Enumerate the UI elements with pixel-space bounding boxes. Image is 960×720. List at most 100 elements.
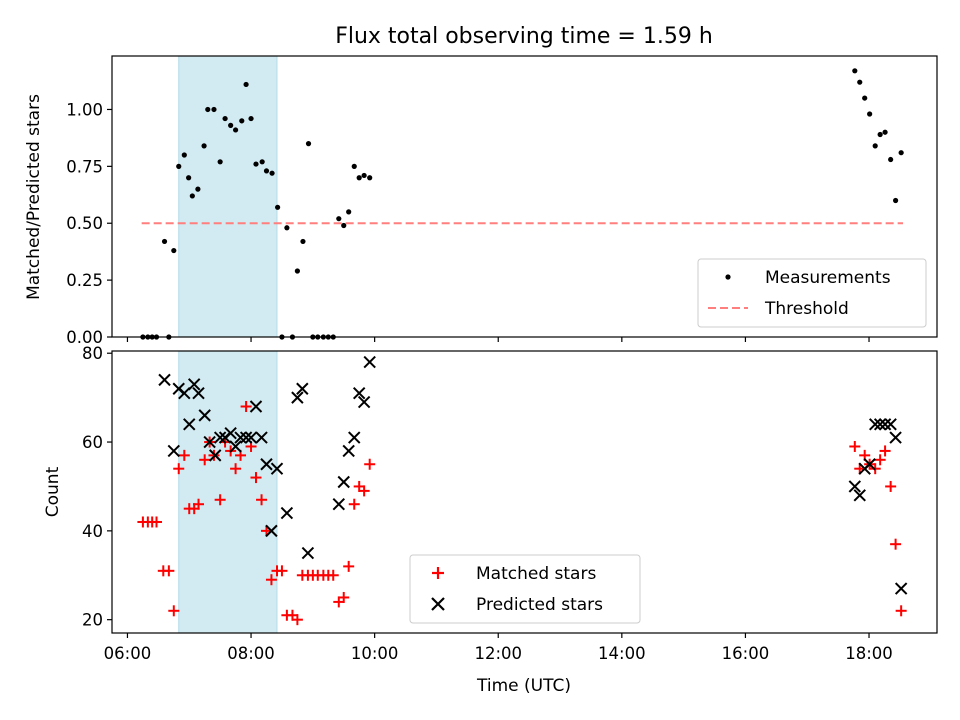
measurement-point <box>867 111 872 116</box>
predicted-star-point <box>896 583 907 594</box>
measurement-point <box>176 164 181 169</box>
predicted-star-point <box>349 432 360 443</box>
matched-star-point <box>343 561 354 572</box>
measurement-point <box>367 175 372 180</box>
measurement-point <box>862 95 867 100</box>
measurement-point <box>852 68 857 73</box>
x-tick-label: 06:00 <box>104 644 152 663</box>
bottom-panel: 20 40 60 80 06:00 08:00 10:00 12:00 14:00 16:00 1… <box>43 344 937 696</box>
measurement-point <box>248 116 253 121</box>
predicted-star-point <box>343 445 354 456</box>
y-tick-label: 40 <box>82 522 103 541</box>
measurement-point <box>260 159 265 164</box>
bottom-y-axis-label: Count <box>43 466 63 517</box>
predicted-star-point <box>890 432 901 443</box>
measurement-point <box>205 107 210 112</box>
measurement-point <box>362 173 367 178</box>
measurement-point <box>186 175 191 180</box>
threshold-legend-label: Threshold <box>764 299 849 319</box>
bottom-x-ticks: 06:00 08:00 10:00 12:00 14:00 16:00 18:00 <box>104 633 893 663</box>
predicted-star-point <box>338 477 349 488</box>
measurement-point <box>346 209 351 214</box>
measurements-legend-label: Measurements <box>765 268 891 288</box>
measurement-point <box>195 187 200 192</box>
matched-star-point <box>163 565 174 576</box>
matched-star-point <box>276 565 287 576</box>
x-tick-label: 12:00 <box>474 644 522 663</box>
measurement-point <box>878 132 883 137</box>
top-y-axis-label: Matched/Predicted stars <box>24 94 44 300</box>
predicted-star-point <box>168 445 179 456</box>
top-y-ticks: 0.00 0.25 0.50 0.75 1.00 <box>66 100 112 347</box>
figure: Flux total observing time = 1.59 h 0.000… <box>0 0 960 720</box>
y-tick-label: 60 <box>82 433 103 452</box>
y-tick-label: 0.75 <box>66 157 103 176</box>
highlight-span <box>179 351 277 633</box>
y-tick-label: 0.50 <box>66 214 103 233</box>
measurement-point <box>233 127 238 132</box>
measurement-point <box>300 239 305 244</box>
y-tick-label: 80 <box>82 344 103 363</box>
matched-star-point <box>168 605 179 616</box>
measurement-point <box>873 143 878 148</box>
predicted-star-point <box>333 499 344 510</box>
measurement-point <box>888 157 893 162</box>
matched-stars-legend-label: Matched stars <box>476 564 596 584</box>
x-tick-label: 18:00 <box>845 644 893 663</box>
measurement-point <box>244 82 249 87</box>
matched-star-point <box>349 499 360 510</box>
measurement-point <box>228 123 233 128</box>
measurement-point <box>893 198 898 203</box>
matched-star-point <box>885 481 896 492</box>
bottom-y-ticks: 20 40 60 80 <box>82 344 112 629</box>
measurement-point <box>336 216 341 221</box>
top-x-ticks <box>127 337 869 342</box>
matched-star-point <box>875 454 886 465</box>
measurement-point <box>269 171 274 176</box>
x-tick-label: 14:00 <box>598 644 646 663</box>
bottom-highlight-span <box>179 351 277 633</box>
matched-star-point <box>890 539 901 550</box>
y-tick-label: 20 <box>82 611 103 630</box>
measurement-point <box>882 130 887 135</box>
predicted-star-point <box>281 508 292 519</box>
measurement-point <box>899 150 904 155</box>
measurement-point <box>857 80 862 85</box>
x-axis-label: Time (UTC) <box>476 676 571 696</box>
measurement-point <box>253 161 258 166</box>
measurement-point <box>306 141 311 146</box>
matched-star-point <box>849 441 860 452</box>
measurement-point <box>357 175 362 180</box>
measurement-point <box>190 193 195 198</box>
x-tick-label: 08:00 <box>227 644 275 663</box>
matched-star-point <box>328 570 339 581</box>
matched-star-point <box>896 605 907 616</box>
measurement-point <box>295 268 300 273</box>
measurement-point <box>171 248 176 253</box>
predicted-stars-legend-label: Predicted stars <box>476 595 603 615</box>
measurement-point <box>201 143 206 148</box>
x-tick-label: 10:00 <box>351 644 399 663</box>
measurements-legend-marker <box>725 274 730 279</box>
measurement-point <box>239 118 244 123</box>
measurement-point <box>218 159 223 164</box>
bottom-legend: Matched stars Predicted stars <box>410 555 640 623</box>
y-tick-label: 1.00 <box>66 100 103 119</box>
top-panel: 0.00 0.25 0.50 0.75 1.00 Matched/Predicted s… <box>24 56 937 347</box>
measurement-point <box>211 107 216 112</box>
measurement-point <box>222 116 227 121</box>
chart-title: Flux total observing time = 1.59 h <box>335 24 713 49</box>
measurement-point <box>275 205 280 210</box>
measurement-point <box>182 152 187 157</box>
top-legend: Measurements Threshold <box>698 259 926 327</box>
predicted-star-point <box>159 374 170 385</box>
measurement-point <box>341 223 346 228</box>
matched-star-point <box>880 445 891 456</box>
measurement-point <box>264 168 269 173</box>
y-tick-label: 0.25 <box>66 271 103 290</box>
predicted-star-point <box>364 357 375 368</box>
predicted-star-point <box>885 419 896 430</box>
measurement-point <box>284 225 289 230</box>
measurement-point <box>352 164 357 169</box>
matched-star-point <box>364 459 375 470</box>
